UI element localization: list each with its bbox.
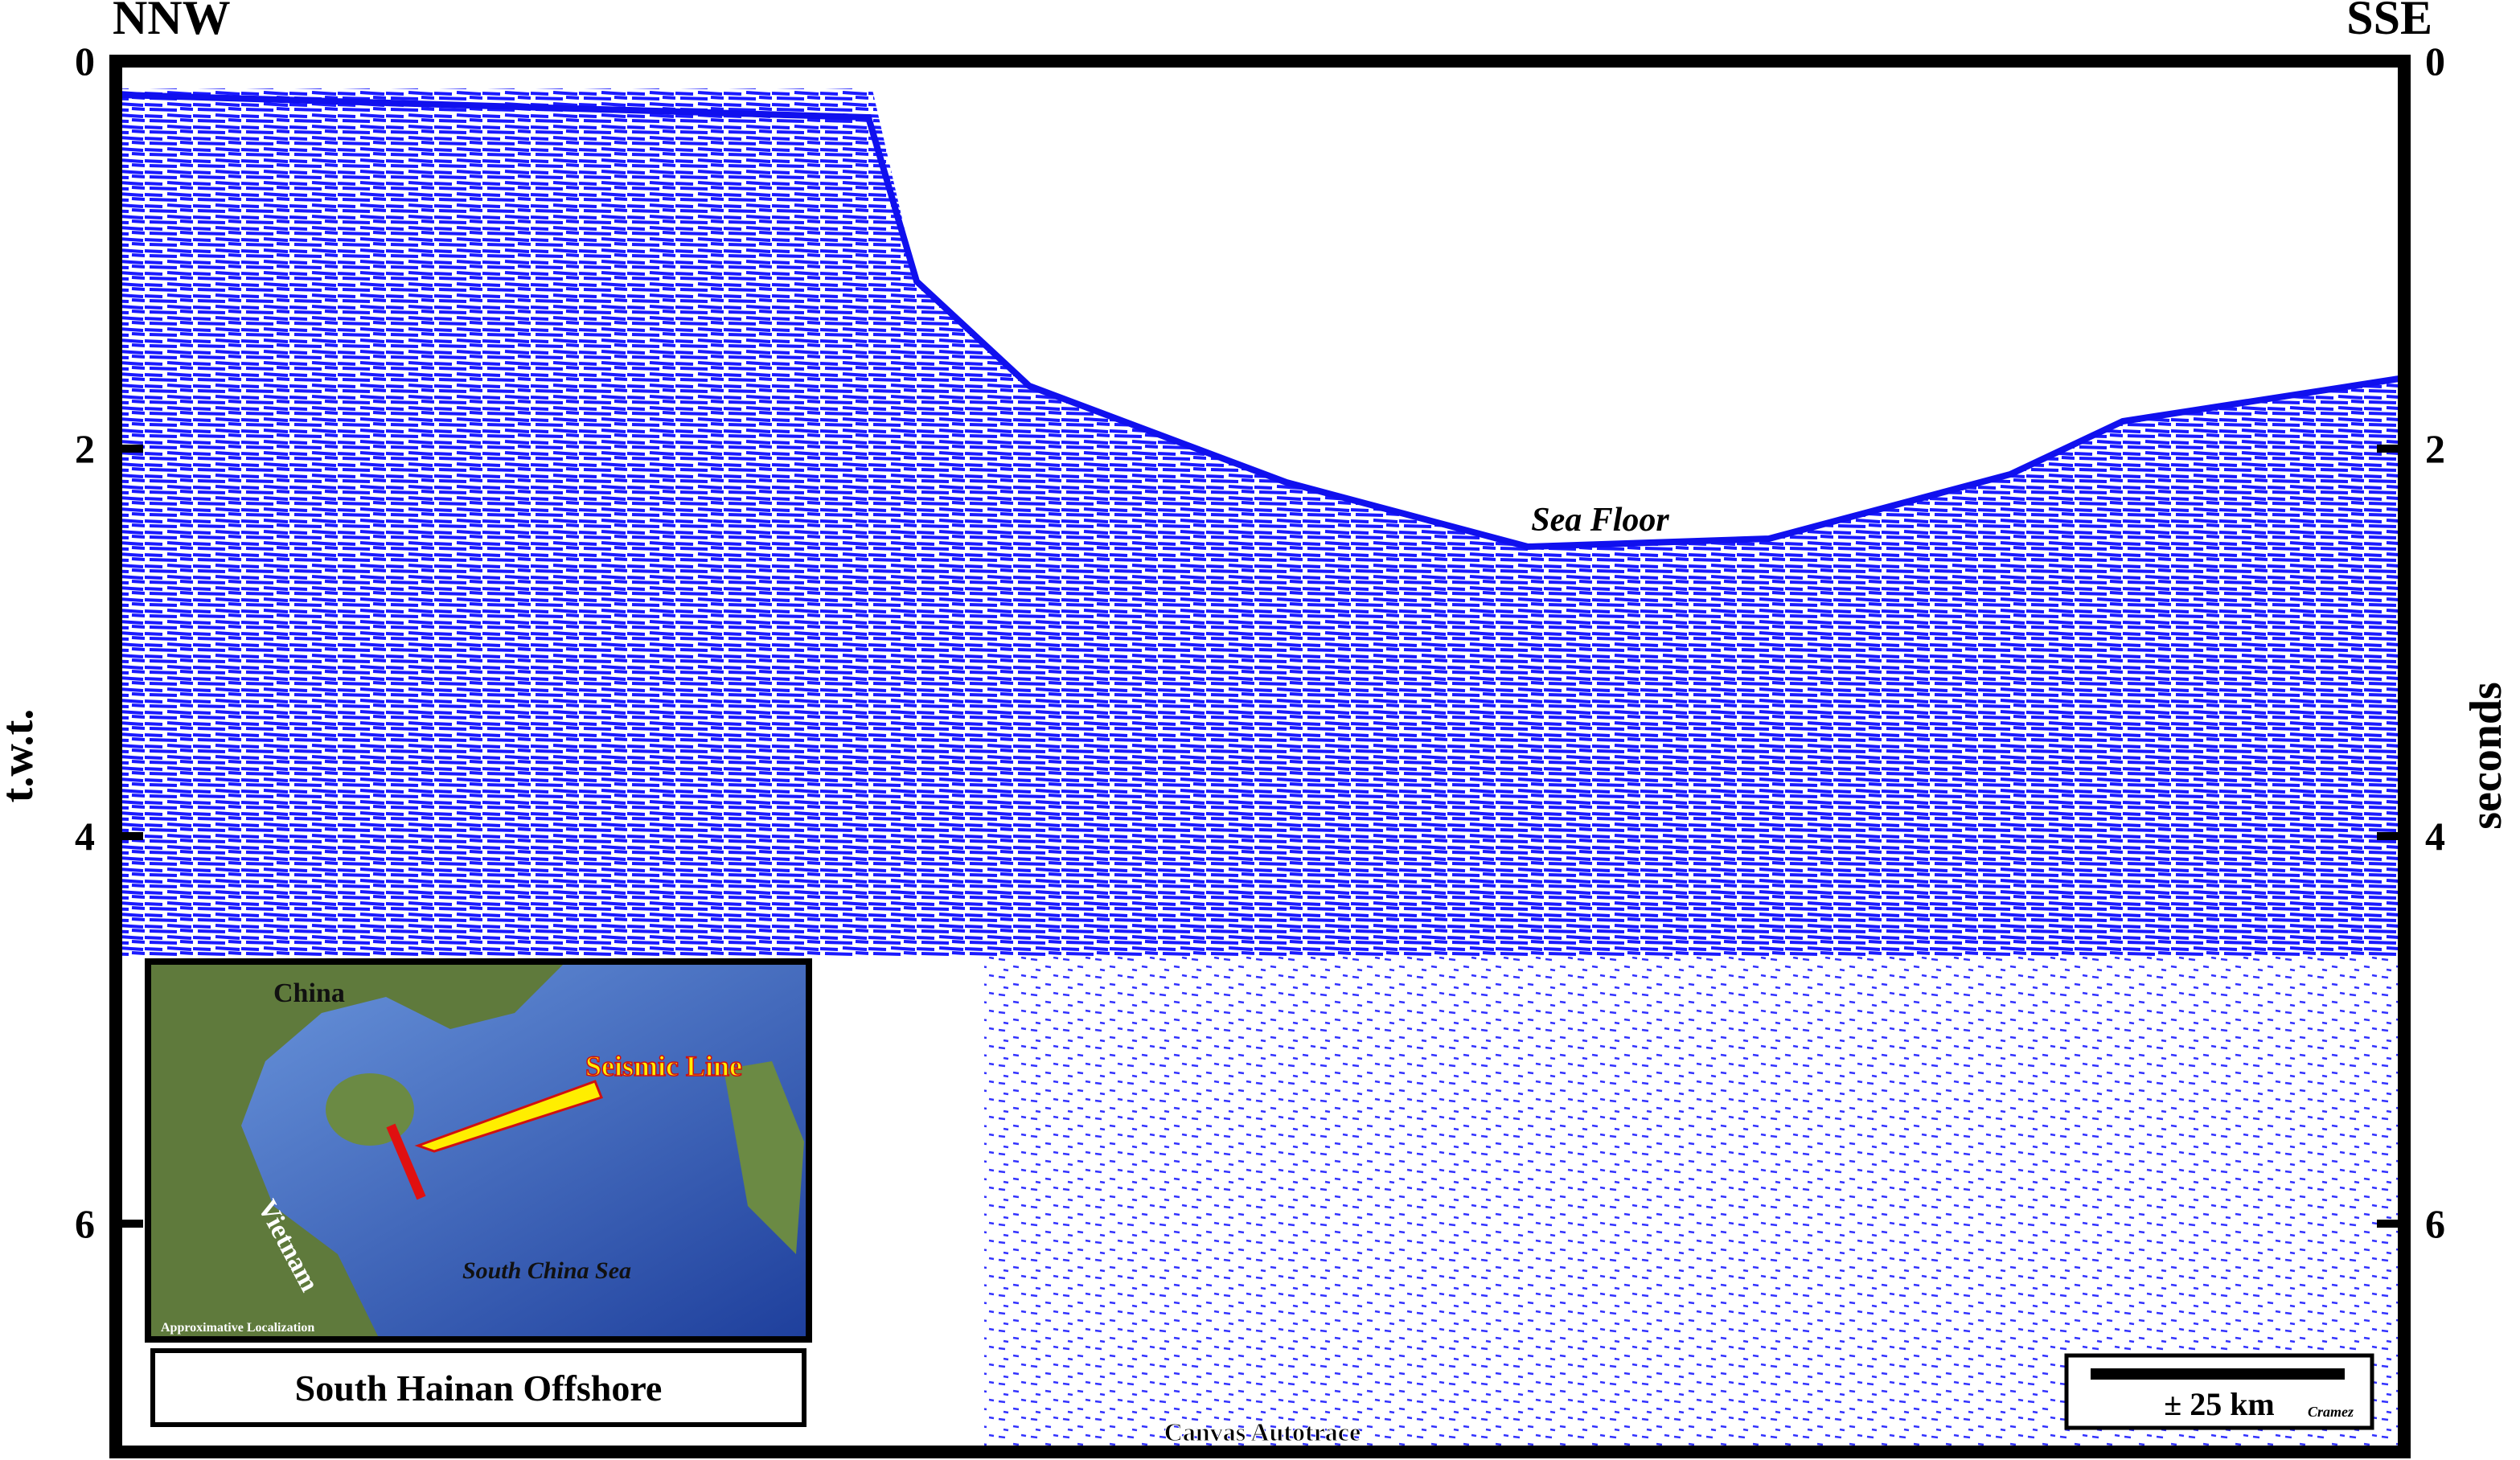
water-column (121, 66, 2404, 547)
scale-label: ± 25 km (2164, 1386, 2275, 1422)
sea-floor-label: Sea Floor (1531, 502, 1669, 539)
frame (109, 55, 2411, 1458)
scale-bar (2091, 1368, 2345, 1380)
right-axis-label: seconds (2461, 682, 2511, 830)
seismic-line-marker (386, 1123, 426, 1200)
land-hainan (326, 1073, 414, 1146)
pointer-arrow (414, 1080, 603, 1153)
direction-right: SSE (2346, 0, 2432, 44)
location-map: China Vietnam South China Sea Seismic Li… (145, 958, 812, 1343)
software-label: Canvas Autotrace (1164, 1417, 1361, 1446)
left-axis-label: t.w.t. (0, 709, 43, 803)
scale-box (2064, 1353, 2374, 1430)
caption: South Hainan Offshore (295, 1368, 663, 1409)
map-label-seismic-line: Seismic Line (585, 1050, 742, 1082)
tick-label: 2 (75, 426, 95, 471)
direction-left: NNW (113, 0, 231, 44)
map-label-china: China (273, 978, 345, 1008)
tick-label: 2 (2425, 426, 2445, 471)
tick-label: 6 (75, 1201, 95, 1246)
sea-floor-reflector (120, 92, 2405, 551)
seismic-section (120, 66, 2405, 1447)
map-label-sea: South China Sea (462, 1257, 631, 1284)
map-note: Approximative Localization (161, 1321, 314, 1335)
land-mainland (151, 965, 563, 1336)
land-philippines (724, 1061, 804, 1254)
tick-label: 6 (2425, 1201, 2445, 1246)
tick-label: 0 (2425, 39, 2445, 84)
tick-label: 0 (75, 39, 95, 84)
caption-box (150, 1348, 806, 1427)
tick-label: 4 (75, 814, 95, 859)
scale-author: Cramez (2308, 1404, 2354, 1420)
tick-label: 4 (2425, 814, 2445, 859)
